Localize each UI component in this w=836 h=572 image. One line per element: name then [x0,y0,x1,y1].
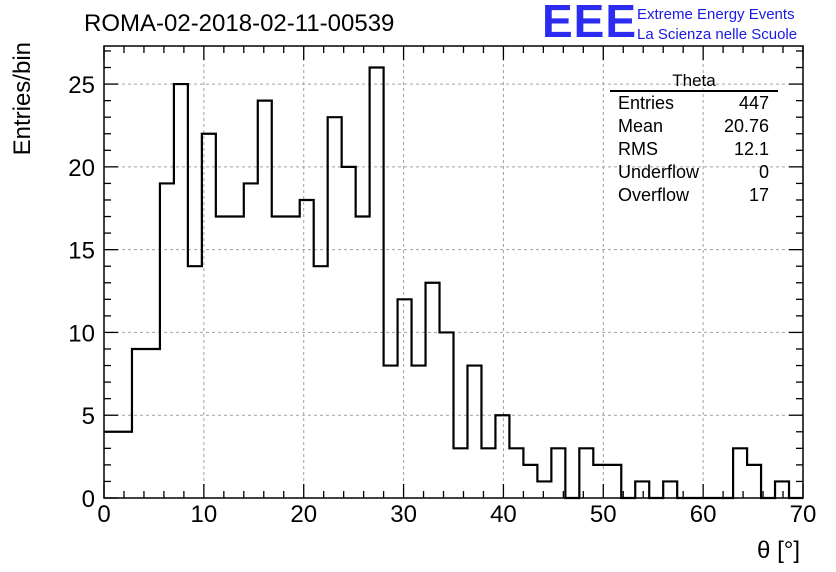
stats-row-rms: RMS 12.1 [610,138,778,161]
stats-label: Mean [618,116,664,136]
x-tick-label: 30 [390,501,417,528]
histogram-bin [230,217,244,498]
histogram-bin [537,481,551,498]
stats-value: 20.76 [723,116,769,136]
stats-label: Underflow [618,162,700,182]
y-axis-label: Entries/bin [9,42,36,155]
histogram-bin [272,217,286,498]
x-axis-label: θ [°] [757,537,800,564]
x-tick-label: 50 [590,501,617,528]
y-tick-label: 15 [68,238,95,265]
histogram-bin [258,101,272,498]
y-tick-label: 0 [82,486,95,513]
x-tick-label: 0 [97,501,110,528]
stats-title: Theta [610,72,778,92]
histogram-bin [188,266,202,498]
chart-title: ROMA-02-2018-02-11-00539 [84,10,395,37]
histogram-bin [132,349,146,498]
stats-row-entries: Entries 447 [610,92,778,115]
histogram-bin [174,84,188,498]
histogram-bin [509,448,523,498]
grid-lines [104,46,803,498]
tick-marks [103,46,804,499]
logo-text-line2: La Scienza nelle Scuole [637,26,798,43]
eee-logo-mark: EEE [542,0,638,47]
histogram-bin [607,465,621,498]
histogram-bin [467,366,481,498]
histogram-outline [104,66,803,500]
stats-label: RMS [618,139,658,159]
x-tick-label: 10 [191,501,218,528]
histogram-bin [244,183,258,498]
histogram-bin [481,448,495,498]
stats-row-mean: Mean 20.76 [610,115,778,138]
histogram-bin [160,183,174,498]
x-tick-label: 70 [790,501,817,528]
histogram-bin [523,465,537,498]
plot-frame [103,45,804,499]
histogram-bin [300,200,314,498]
histogram-bin [398,299,412,498]
histogram-bin [426,283,440,498]
histogram-bin [384,366,398,498]
histogram-bin [118,432,132,498]
stats-label: Entries [618,93,675,113]
stats-value: 0 [758,162,769,182]
histogram-bars [104,66,803,500]
logo-text-line1: Extreme Energy Events [637,6,795,23]
x-tick-label: 20 [290,501,317,528]
histogram-bin [551,448,565,498]
axes [103,45,804,499]
stats-value: 12.1 [733,139,769,159]
histogram-bin [635,481,649,498]
histogram-bin [370,68,384,498]
histogram-bin [454,448,468,498]
stats-label: Overflow [618,185,690,205]
y-tick-label: 5 [82,403,95,430]
histogram-bin [314,266,328,498]
histogram-bin [216,217,230,498]
y-tick-label: 10 [68,320,95,347]
histogram-bin [328,117,342,498]
histogram-bin [593,465,607,498]
histogram-bin [747,465,761,498]
y-tick-label: 25 [68,72,95,99]
histogram-bin [146,349,160,498]
x-tick-label: 60 [690,501,717,528]
histogram-bin [733,448,747,498]
histogram-bin [775,481,789,498]
histogram-bin [342,167,356,498]
histogram-bin [356,217,370,498]
stats-value: 17 [748,185,769,205]
tick-labels: 0 10 20 30 40 50 60 70 0 5 10 15 20 25 [68,72,816,528]
stats-value: 447 [738,93,769,113]
histogram-bin [663,481,677,498]
histogram-bin [286,217,300,498]
histogram-bin [495,415,509,498]
stats-row-underflow: Underflow 0 [610,161,778,184]
stats-row-overflow: Overflow 17 [610,184,778,207]
y-tick-label: 20 [68,155,95,182]
stats-box: Theta Entries 447 Mean 20.76 RMS 12.1 Un… [610,72,778,207]
eee-logo: EEE Extreme Energy Events La Scienza nel… [542,0,832,47]
histogram-bin [412,366,426,498]
x-tick-label: 40 [490,501,517,528]
histogram-bin [579,448,593,498]
